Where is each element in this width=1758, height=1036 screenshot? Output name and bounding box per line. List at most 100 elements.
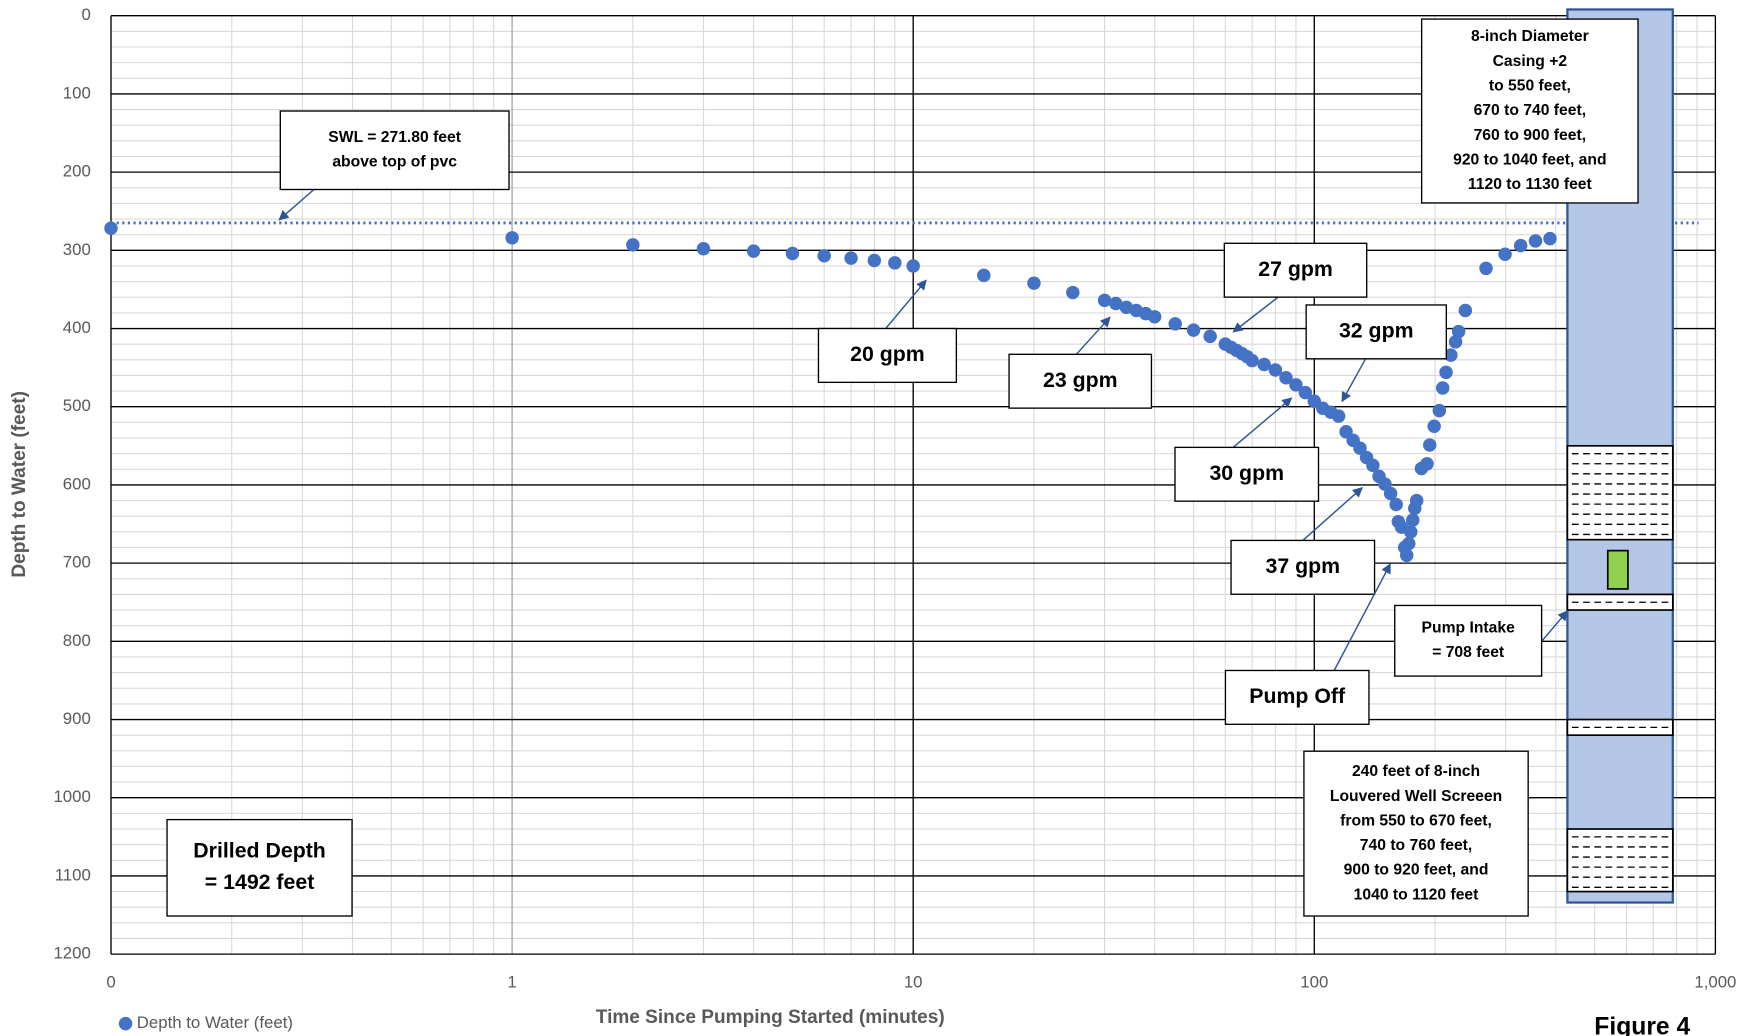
data-point: [1066, 286, 1079, 299]
data-point: [1400, 549, 1413, 562]
data-point: [977, 269, 990, 282]
y-axis-title: Depth to Water (feet): [9, 391, 30, 578]
annotation-text: Louvered Well Screeen: [1330, 788, 1502, 805]
data-point: [747, 244, 760, 257]
annotation-text: Pump Intake: [1422, 620, 1516, 637]
annotation-text: from 550 to 670 feet,: [1340, 812, 1492, 829]
annotation-text: to 550 feet,: [1489, 77, 1571, 94]
x-axis-title: Time Since Pumping Started (minutes): [596, 1007, 945, 1028]
data-point: [1459, 304, 1472, 317]
well-screen: [1567, 829, 1672, 892]
y-tick-label: 800: [63, 631, 91, 650]
annotation-text: 27 gpm: [1258, 257, 1333, 281]
data-point: [868, 254, 881, 267]
x-tick-label: 0: [106, 973, 115, 992]
data-point: [1148, 310, 1161, 323]
annotation-box: [1395, 605, 1542, 676]
data-point: [1479, 262, 1492, 275]
x-tick-label: 1: [507, 973, 516, 992]
x-tick-label: 100: [1300, 973, 1328, 992]
y-tick-label: 1100: [55, 865, 91, 884]
data-point: [1245, 354, 1258, 367]
y-tick-label: 0: [81, 5, 90, 24]
y-tick-label: 300: [63, 240, 91, 259]
annotation-text: 23 gpm: [1043, 368, 1118, 392]
annotation-text: SWL = 271.80 feet: [328, 129, 461, 146]
data-point: [1203, 330, 1216, 343]
legend-label: Depth to Water (feet): [137, 1013, 293, 1032]
annotation-text: Pump Off: [1249, 684, 1346, 708]
chart: 0 1 10 100 1,000 0 100 200 300 400 500 600 700 800 900…: [0, 0, 1758, 1036]
data-point: [1436, 381, 1449, 394]
y-tick-label: 200: [63, 162, 91, 181]
annotation-text: 670 to 740 feet,: [1474, 102, 1587, 119]
y-tick-label: 400: [63, 318, 91, 337]
data-point: [1452, 325, 1465, 338]
data-point: [104, 222, 117, 235]
annotation-text: Drilled Depth: [193, 839, 326, 863]
y-tick-label: 900: [63, 709, 91, 728]
annotation-text: 1040 to 1120 feet: [1354, 886, 1479, 903]
data-point: [1168, 317, 1181, 330]
y-tick-label: 1200: [53, 944, 90, 963]
data-point: [1406, 513, 1419, 526]
data-point: [1433, 404, 1446, 417]
data-point: [1514, 239, 1527, 252]
annotation-text: 740 to 760 feet,: [1360, 837, 1473, 854]
data-point: [1543, 232, 1556, 245]
data-point: [1402, 537, 1415, 550]
annotation-text: Casing +2: [1493, 53, 1568, 70]
data-point: [1420, 457, 1433, 470]
data-point: [1529, 234, 1542, 247]
annotation-text: = 1492 feet: [205, 870, 315, 894]
data-point: [1404, 525, 1417, 538]
annotation-text: 240 feet of 8-inch: [1352, 763, 1480, 780]
data-point: [1427, 420, 1440, 433]
page: {"chart_data": { "type": "scatter", "x_l…: [0, 0, 1758, 1036]
y-tick-label: 500: [63, 396, 91, 415]
data-point: [1498, 248, 1511, 261]
annotation-text: 8-inch Diameter: [1471, 28, 1589, 45]
data-point: [626, 238, 639, 251]
data-point: [1439, 366, 1452, 379]
x-tick-label: 10: [904, 973, 923, 992]
data-point: [786, 247, 799, 260]
annotation-text: 900 to 920 feet, and: [1344, 862, 1489, 879]
data-point: [817, 249, 830, 262]
data-point: [1389, 498, 1402, 511]
data-point: [1410, 494, 1423, 507]
annotation-text: 37 gpm: [1266, 554, 1341, 578]
data-point: [1423, 438, 1436, 451]
annotation-box: [167, 820, 352, 916]
annotation-arrow: [1342, 359, 1366, 402]
y-tick-label: 600: [63, 474, 91, 493]
data-point: [844, 251, 857, 264]
data-point: [888, 256, 901, 269]
annotation-arrow: [1233, 297, 1278, 332]
data-point: [1187, 323, 1200, 336]
x-tick-label: 1,000: [1694, 973, 1736, 992]
annotation-text: 30 gpm: [1209, 461, 1284, 485]
data-point: [697, 242, 710, 255]
figure-label: Figure 4: [1594, 1014, 1690, 1036]
annotation-text: above top of pvc: [332, 154, 457, 171]
annotation-text: 20 gpm: [850, 342, 925, 366]
annotation-text: 920 to 1040 feet, and: [1453, 151, 1606, 168]
legend-marker: [119, 1017, 132, 1030]
data-point: [505, 231, 518, 244]
y-tick-label: 1000: [53, 787, 90, 806]
y-tick-label: 100: [63, 83, 91, 102]
pump: [1608, 551, 1628, 589]
data-point: [1332, 409, 1345, 422]
data-point: [906, 259, 919, 272]
annotation-arrow: [279, 189, 314, 219]
well-screen: [1567, 446, 1672, 540]
annotation-text: 32 gpm: [1339, 319, 1414, 343]
annotation-text: 760 to 900 feet,: [1474, 127, 1587, 144]
annotation-box: [280, 111, 509, 189]
annotation-arrow: [886, 280, 926, 328]
annotation-text: 1120 to 1130 feet: [1468, 176, 1593, 193]
annotation-text: = 708 feet: [1432, 644, 1505, 661]
data-point: [1027, 276, 1040, 289]
y-tick-label: 700: [63, 553, 91, 572]
